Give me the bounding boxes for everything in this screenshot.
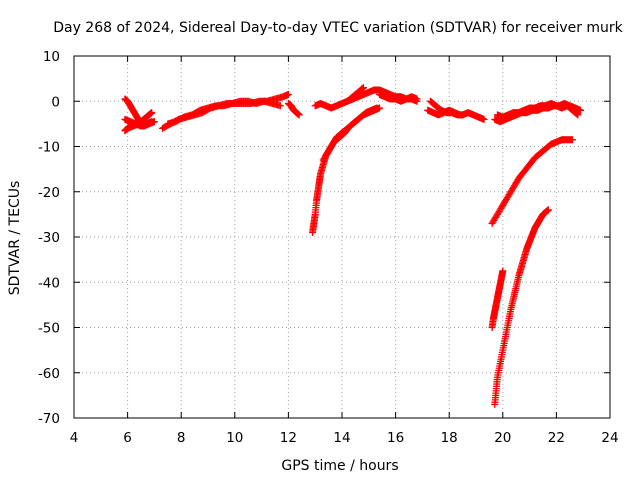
data-points [121,84,585,408]
series-arc-18 [488,267,507,331]
y-tick-label: -30 [38,230,60,246]
data-point [295,111,303,119]
x-tick-label: 24 [601,430,618,446]
series-arc-10 [343,86,421,105]
data-point [413,95,421,103]
data-point [284,90,292,98]
x-tick-label: 22 [548,430,565,446]
x-axis-label: GPS time / hours [281,458,398,474]
x-tick-label: 16 [387,430,404,446]
data-point [373,104,381,112]
series-arc-13 [424,106,464,119]
series-arc-5 [164,97,284,128]
data-point [480,115,488,123]
x-tick-label: 6 [123,430,132,446]
x-tick-label: 14 [333,430,350,446]
data-point [456,111,464,119]
y-tick-label: -20 [38,185,60,201]
y-tick-label: -60 [38,366,60,382]
data-point [359,84,367,92]
x-tick-label: 10 [226,430,243,446]
y-tick-label: -50 [38,321,60,337]
data-point [577,106,585,114]
series-arc-3 [121,115,156,130]
x-tick-label: 8 [177,430,186,446]
y-axis-label: SDTVAR / TECUs [7,181,23,296]
data-point [148,118,156,126]
data-point [544,206,552,214]
y-tick-label: 0 [51,94,60,110]
series-arc-15 [493,100,582,121]
x-tick-label: 4 [70,430,79,446]
series-arc-8 [319,104,381,164]
series-arc-17 [491,206,552,408]
data-point [276,102,284,110]
data-point [499,267,507,275]
chart-title: Day 268 of 2024, Sidereal Day-to-day VTE… [53,20,623,36]
series-arc-7 [309,104,384,236]
y-tick-label: 10 [43,49,60,65]
data-point [574,111,582,119]
data-point [359,84,367,92]
y-tick-label: -40 [38,275,60,291]
x-tick-label: 20 [494,430,511,446]
data-point [148,109,156,117]
y-tick-label: -70 [38,411,60,427]
series-arc-1 [121,95,156,126]
y-tick-label: -10 [38,140,60,156]
data-point [568,136,576,144]
series-arc-4 [158,90,292,132]
series-arc-6 [284,100,303,119]
x-tick-label: 12 [280,430,297,446]
axis-ticks: 4 6 8 10 12 14 16 18 20 22 24 10 0 -10 -20 -30 -40 -50 -60… [38,49,619,446]
x-tick-label: 18 [441,430,458,446]
series-arc-11 [376,90,421,105]
series-arc-16 [488,136,576,227]
data-point [573,110,581,118]
